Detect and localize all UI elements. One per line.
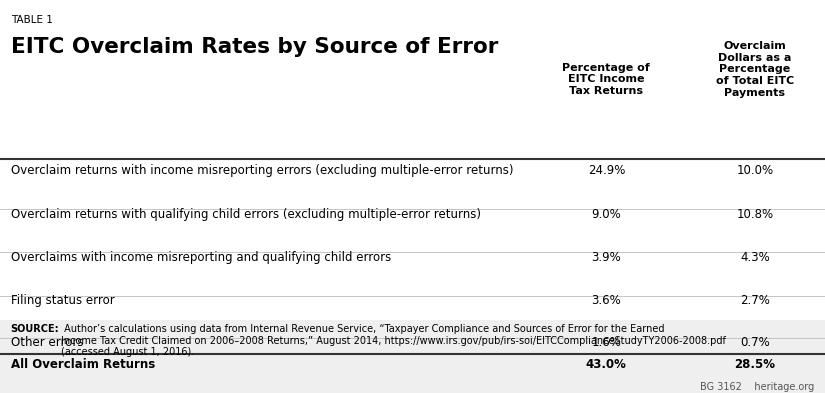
Text: Filing status error: Filing status error — [11, 294, 115, 307]
Text: Overclaims with income misreporting and qualifying child errors: Overclaims with income misreporting and … — [11, 251, 391, 264]
Text: EITC Overclaim Rates by Source of Error: EITC Overclaim Rates by Source of Error — [11, 37, 498, 57]
Text: 43.0%: 43.0% — [586, 358, 627, 371]
Text: 10.8%: 10.8% — [736, 208, 774, 220]
Text: 4.3%: 4.3% — [740, 251, 770, 264]
Text: 0.7%: 0.7% — [740, 336, 770, 349]
Text: 2.7%: 2.7% — [740, 294, 770, 307]
Text: 24.9%: 24.9% — [587, 164, 625, 177]
Bar — [0, 320, 825, 393]
Text: Overclaim returns with income misreporting errors (excluding multiple-error retu: Overclaim returns with income misreporti… — [11, 164, 513, 177]
Text: Overclaim returns with qualifying child errors (excluding multiple-error returns: Overclaim returns with qualifying child … — [11, 208, 481, 220]
Text: TABLE 1: TABLE 1 — [11, 15, 53, 25]
Text: 10.0%: 10.0% — [736, 164, 774, 177]
Text: SOURCE:: SOURCE: — [11, 324, 59, 334]
Text: BG 3162    heritage.org: BG 3162 heritage.org — [700, 382, 814, 392]
Text: 1.6%: 1.6% — [592, 336, 621, 349]
Text: 9.0%: 9.0% — [592, 208, 621, 220]
Text: Author’s calculations using data from Internal Revenue Service, “Taxpayer Compli: Author’s calculations using data from In… — [61, 324, 726, 357]
Text: Overclaim
Dollars as a
Percentage
of Total EITC
Payments: Overclaim Dollars as a Percentage of Tot… — [716, 41, 794, 98]
Text: Percentage of
EITC Income
Tax Returns: Percentage of EITC Income Tax Returns — [563, 63, 650, 96]
Text: Other errors: Other errors — [11, 336, 83, 349]
Text: 28.5%: 28.5% — [734, 358, 776, 371]
Text: 3.6%: 3.6% — [592, 294, 621, 307]
Text: All Overclaim Returns: All Overclaim Returns — [11, 358, 155, 371]
Text: 3.9%: 3.9% — [592, 251, 621, 264]
